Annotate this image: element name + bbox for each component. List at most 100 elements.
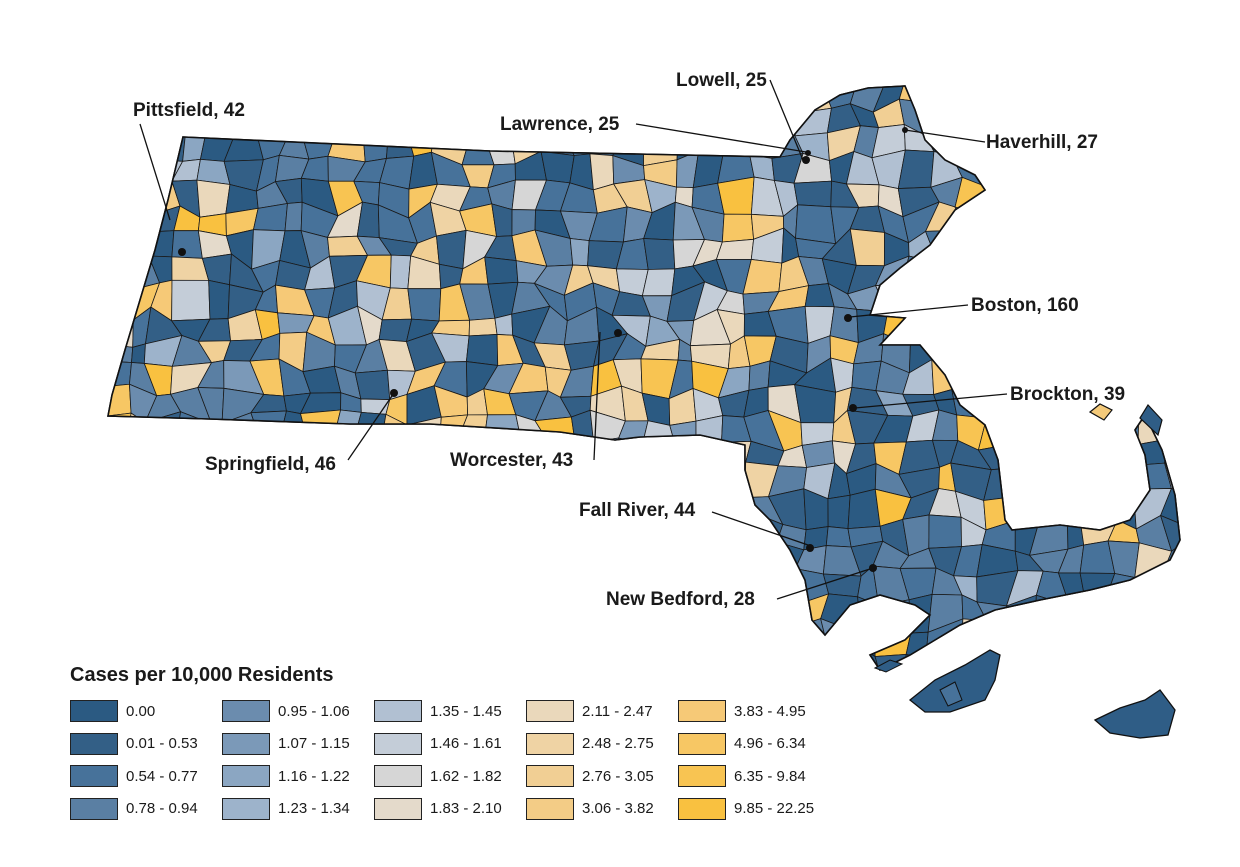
label-brockton: Brockton, 39 [1010,384,1125,405]
town-polygon [509,526,550,552]
town-polygon [1111,129,1146,166]
town-polygon [715,540,758,579]
town-polygon [108,292,135,321]
legend-label: 1.62 - 1.82 [430,767,502,785]
town-polygon [1033,340,1067,366]
town-polygon [488,526,524,556]
town-polygon [954,206,990,243]
legend-item: 1.23 - 1.34 [222,793,374,826]
town-polygon [176,495,211,522]
town-polygon [559,517,600,544]
town-polygon [641,437,675,467]
town-polygon [1093,161,1116,190]
town-polygon [1014,236,1040,264]
town-polygon [695,500,721,530]
town-polygon [1028,514,1069,556]
town-polygon [1131,126,1169,156]
town-polygon [645,631,675,659]
town-polygon [483,617,515,654]
town-polygon [223,594,260,627]
town-polygon [380,591,419,628]
town-polygon [741,109,776,133]
town-polygon [306,591,333,625]
town-polygon [281,86,312,103]
town-polygon [1107,227,1144,262]
legend-label: 1.16 - 1.22 [278,767,350,785]
town-polygon [108,463,124,501]
town-polygon [1158,104,1180,137]
town-polygon [643,238,676,270]
town-polygon [1157,256,1180,291]
town-polygon [961,618,988,659]
town-polygon [184,593,212,627]
legend-swatch [678,797,726,820]
legend-swatch [678,732,726,755]
town-polygon [299,99,338,141]
town-polygon [1106,305,1141,337]
town-polygon [510,617,551,657]
town-polygon [278,525,315,553]
town-polygon [849,228,885,267]
town-polygon [1196,647,1226,674]
town-polygon [567,632,599,659]
town-polygon [442,545,472,579]
town-polygon [717,497,758,524]
legend-swatch [374,797,422,820]
town-polygon [306,621,333,661]
town-polygon [307,550,333,576]
town-polygon [1160,342,1180,374]
town-polygon [1131,596,1174,634]
town-polygon [176,513,211,555]
town-polygon [1190,156,1215,186]
town-polygon [406,494,433,529]
town-polygon [465,333,499,366]
town-polygon [1084,654,1120,670]
town-polygon [953,312,993,337]
town-polygon [170,549,210,582]
town-polygon [204,625,235,658]
town-polygon [482,468,521,494]
town-polygon [639,539,678,575]
town-polygon [1040,357,1067,388]
town-polygon [990,312,1018,345]
town-polygon [1185,183,1226,214]
town-polygon [1189,413,1220,441]
town-polygon [543,491,573,528]
legend-swatch [374,700,422,723]
town-polygon [108,383,132,419]
town-polygon [1115,648,1142,670]
town-polygon [1033,495,1068,525]
town-polygon [1030,149,1069,188]
town-polygon [1084,619,1120,658]
town-polygon [1009,626,1037,651]
town-polygon [252,540,285,580]
town-polygon [361,471,391,502]
town-polygon [820,618,861,660]
town-polygon [492,86,517,101]
town-polygon [1035,437,1071,472]
town-polygon [1186,527,1217,548]
town-polygon [1184,601,1222,631]
town-polygon [692,620,725,660]
town-polygon [1134,185,1170,215]
legend-swatch [526,797,574,820]
town-polygon [280,574,317,594]
town-polygon [962,229,986,262]
town-polygon [983,497,1016,531]
town-polygon [409,443,440,474]
town-polygon [977,204,1016,242]
town-polygon [178,461,206,501]
town-polygon [277,487,315,529]
town-polygon [406,97,436,133]
legend-label: 3.06 - 3.82 [582,800,654,818]
legend-label: 1.83 - 2.10 [430,800,502,818]
city-dots [178,127,908,572]
town-polygon [1159,571,1180,602]
town-polygon [1186,136,1219,166]
town-polygon [483,594,515,624]
town-polygon [386,126,415,159]
town-polygon [1092,464,1122,497]
town-polygon [1162,86,1180,110]
legend-label: 4.96 - 6.34 [734,735,806,753]
